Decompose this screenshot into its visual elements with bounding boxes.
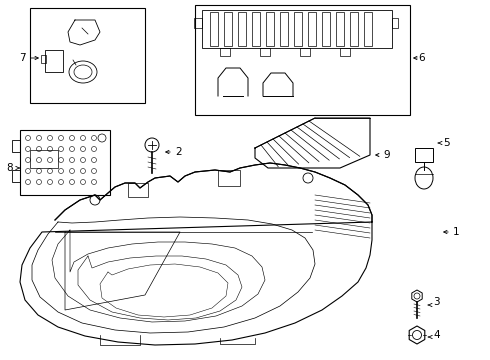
- Text: 8: 8: [7, 163, 13, 173]
- Bar: [266, 12, 274, 46]
- Bar: [294, 12, 302, 46]
- Text: 2: 2: [175, 147, 182, 157]
- Bar: [340, 48, 350, 56]
- Bar: [45, 50, 63, 72]
- Text: 5: 5: [443, 138, 450, 148]
- Bar: [30, 150, 58, 168]
- Bar: [280, 12, 288, 46]
- Bar: [20, 130, 110, 195]
- Text: 9: 9: [383, 150, 390, 160]
- Bar: [300, 48, 310, 56]
- Bar: [336, 12, 344, 46]
- Text: 6: 6: [418, 53, 425, 63]
- Bar: [218, 170, 240, 186]
- Text: 1: 1: [453, 227, 460, 237]
- Bar: [308, 12, 316, 46]
- Bar: [220, 48, 230, 56]
- Bar: [415, 148, 433, 162]
- Bar: [350, 12, 358, 46]
- Bar: [260, 48, 270, 56]
- Bar: [128, 183, 148, 197]
- Text: 4: 4: [433, 330, 440, 340]
- Bar: [41, 55, 46, 63]
- Bar: [210, 12, 218, 46]
- Bar: [392, 18, 398, 28]
- Bar: [12, 170, 20, 182]
- Bar: [322, 12, 330, 46]
- Text: 3: 3: [433, 297, 440, 307]
- Bar: [224, 12, 232, 46]
- Bar: [202, 10, 392, 48]
- Bar: [252, 12, 260, 46]
- Bar: [364, 12, 372, 46]
- Bar: [194, 18, 202, 28]
- Bar: [195, 5, 410, 115]
- Text: 7: 7: [19, 53, 25, 63]
- Bar: [12, 140, 20, 152]
- Bar: [30, 8, 145, 103]
- Bar: [238, 12, 246, 46]
